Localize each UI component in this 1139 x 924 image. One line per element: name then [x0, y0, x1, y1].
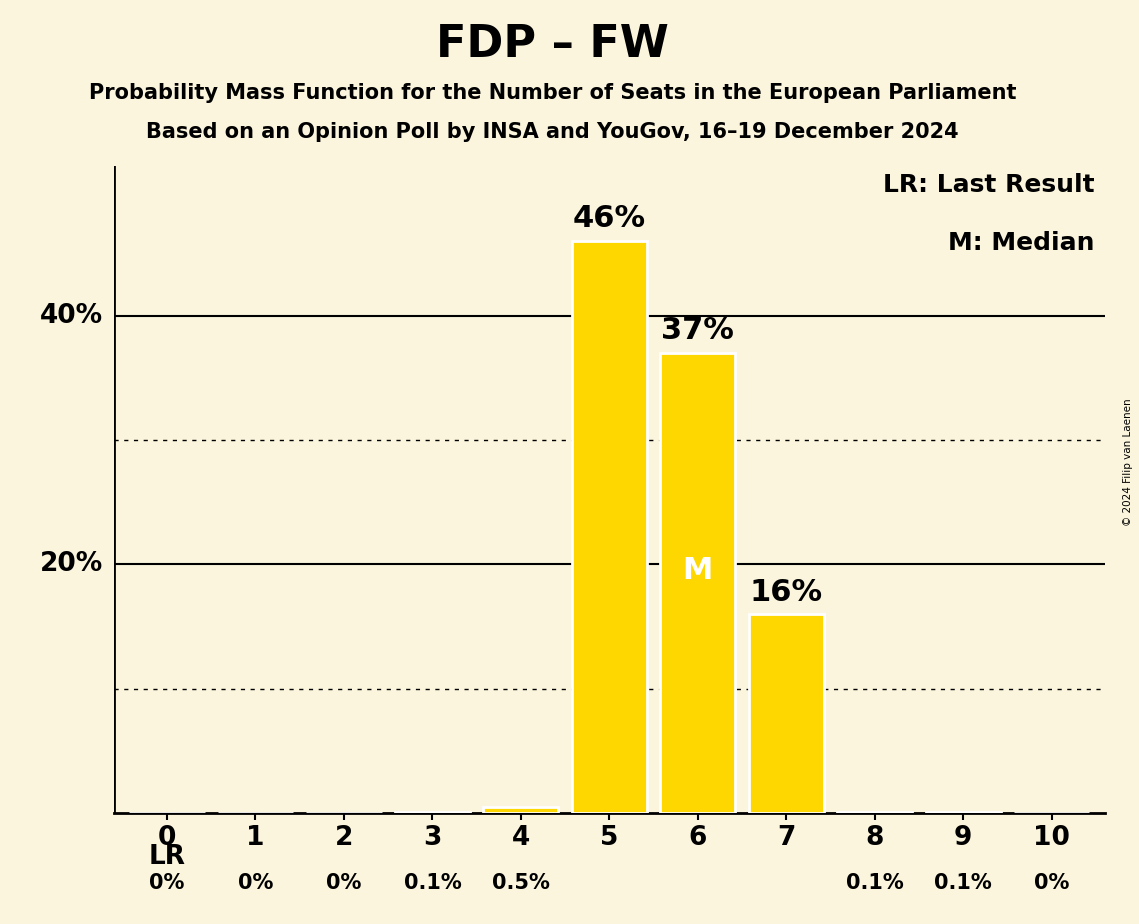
Text: © 2024 Filip van Laenen: © 2024 Filip van Laenen: [1123, 398, 1133, 526]
Text: 16%: 16%: [749, 578, 822, 607]
Text: Probability Mass Function for the Number of Seats in the European Parliament: Probability Mass Function for the Number…: [89, 83, 1016, 103]
Bar: [572, 241, 647, 813]
Bar: [748, 614, 823, 813]
Text: 0%: 0%: [238, 873, 273, 893]
Text: 20%: 20%: [40, 552, 104, 578]
Text: 0%: 0%: [149, 873, 185, 893]
Text: 0.1%: 0.1%: [846, 873, 903, 893]
Text: 0%: 0%: [326, 873, 361, 893]
Text: LR: LR: [148, 845, 186, 870]
Text: 46%: 46%: [573, 204, 646, 234]
Text: 0%: 0%: [1034, 873, 1070, 893]
Text: 0.1%: 0.1%: [403, 873, 461, 893]
Text: LR: Last Result: LR: Last Result: [884, 173, 1095, 197]
Bar: [395, 812, 470, 813]
Bar: [837, 812, 912, 813]
Bar: [483, 807, 558, 813]
Text: M: Median: M: Median: [949, 231, 1095, 255]
Text: 0.1%: 0.1%: [934, 873, 992, 893]
Text: M: M: [682, 556, 713, 585]
Text: 37%: 37%: [662, 316, 735, 346]
Text: FDP – FW: FDP – FW: [436, 23, 669, 67]
Text: Based on an Opinion Poll by INSA and YouGov, 16–19 December 2024: Based on an Opinion Poll by INSA and You…: [146, 122, 959, 142]
Text: 40%: 40%: [40, 302, 104, 329]
Bar: [661, 353, 736, 813]
Bar: [926, 812, 1001, 813]
Text: 0.5%: 0.5%: [492, 873, 550, 893]
